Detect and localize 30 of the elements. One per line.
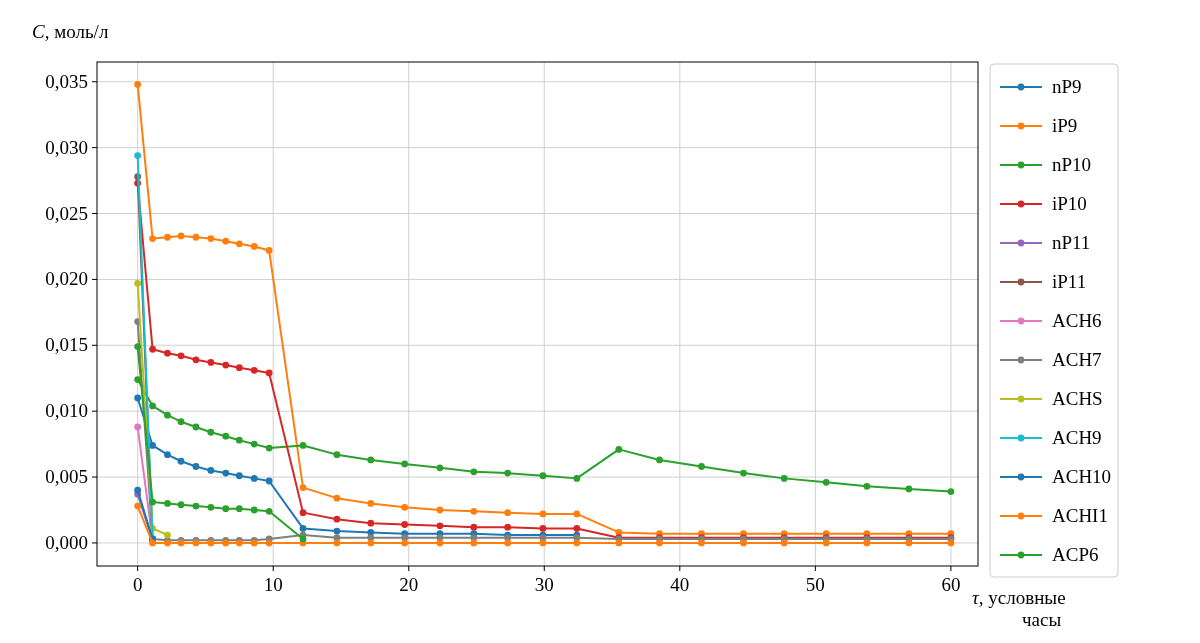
x-tick-label: 20 [399, 574, 419, 595]
x-tick-label: 40 [670, 574, 690, 595]
legend-label: iP9 [1052, 115, 1078, 136]
legend-label: iP10 [1052, 193, 1087, 214]
y-axis-title: C, моль/л [32, 21, 109, 42]
legend-label: ACHS [1052, 388, 1103, 409]
y-tick-label: 0,005 [45, 466, 88, 488]
legend-label: ACHI1 [1052, 505, 1108, 526]
y-tick-label: 0,000 [45, 531, 88, 553]
x-tick-label: 60 [941, 574, 961, 595]
x-tick-label: 10 [263, 574, 283, 595]
legend-label: nP10 [1052, 154, 1092, 175]
legend-label: nP11 [1052, 232, 1091, 253]
y-tick-label: 0,030 [45, 136, 88, 158]
y-tick-label: 0,015 [45, 334, 88, 356]
y-tick-label: 0,020 [45, 268, 88, 290]
x-tick-label: 50 [805, 574, 825, 595]
legend-label: ACH10 [1052, 466, 1112, 487]
x-tick-label: 30 [534, 574, 554, 595]
y-tick-label: 0,010 [45, 400, 88, 422]
legend-label: ACH6 [1052, 310, 1102, 331]
x-tick-label: 0 [132, 574, 143, 595]
legend-label: ACH9 [1052, 427, 1102, 448]
x-axis-title: τ, условные часы [972, 587, 1066, 630]
legend-label: ACH7 [1052, 349, 1102, 370]
y-tick-label: 0,025 [45, 202, 88, 224]
y-tick-label: 0,035 [45, 70, 88, 92]
legend-label: nP9 [1052, 76, 1082, 97]
legend-label: iP11 [1052, 271, 1087, 292]
legend-label: ACP6 [1052, 544, 1099, 565]
